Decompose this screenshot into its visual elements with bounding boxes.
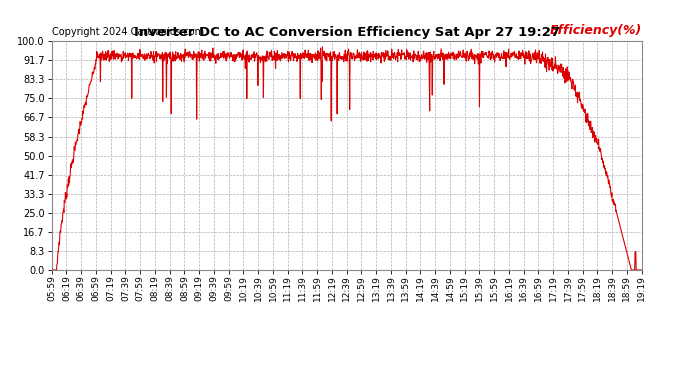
Text: Copyright 2024 Cartronics.com: Copyright 2024 Cartronics.com <box>52 27 204 37</box>
Title: Inverter DC to AC Conversion Efficiency Sat Apr 27 19:27: Inverter DC to AC Conversion Efficiency … <box>134 26 560 39</box>
Text: Efficiency(%): Efficiency(%) <box>549 24 642 37</box>
